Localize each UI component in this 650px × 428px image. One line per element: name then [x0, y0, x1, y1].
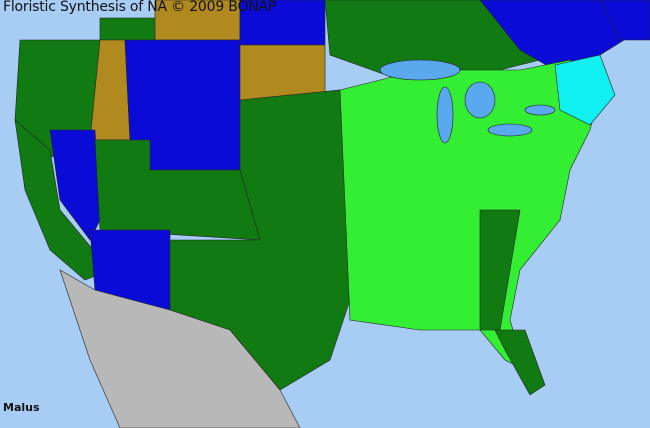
region-eastern-us: [339, 59, 601, 371]
region-canada-maritime: [599, 0, 650, 41]
lake-ontario: [524, 104, 556, 116]
lake-michigan: [436, 86, 454, 144]
lake-huron: [464, 81, 496, 119]
region-mexico: [59, 269, 301, 428]
map-title: Floristic Synthesis of NA © 2009 BONAP: [3, 0, 277, 15]
taxon-label: Malus: [3, 401, 40, 414]
region-northeast: [554, 54, 616, 126]
region-florida: [494, 329, 546, 396]
region-north-dakota-sd: [239, 44, 326, 101]
lake-erie: [487, 123, 533, 137]
lake-superior: [379, 59, 461, 81]
